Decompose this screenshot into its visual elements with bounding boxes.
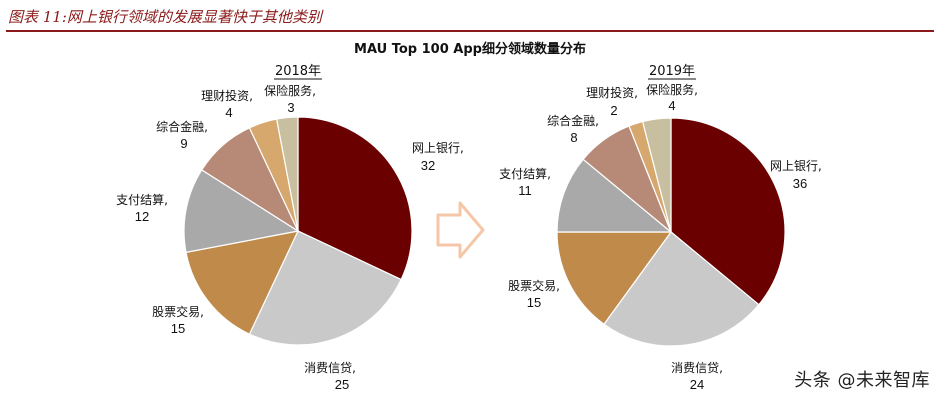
slice-value: 15 xyxy=(171,321,185,336)
slice-label: 消费信贷, xyxy=(671,361,723,375)
watermark: 头条 @未来智库 xyxy=(794,370,930,391)
pie-slice xyxy=(185,230,300,335)
pie-slice xyxy=(670,117,786,306)
slice-label: 网上银行, xyxy=(770,159,822,173)
slice-label: 消费信贷, xyxy=(304,361,356,375)
slice-label: 综合金融, xyxy=(156,119,208,134)
slice-value: 11 xyxy=(518,183,532,198)
pie-slice xyxy=(275,116,299,232)
pie-2: 网上银行,36消费信贷,24股票交易,15支付结算,11综合金融,8理财投资,2… xyxy=(499,64,822,392)
slice-label: 理财投资, xyxy=(201,88,253,103)
slice-value: 32 xyxy=(421,158,435,173)
pie-slice xyxy=(183,169,300,254)
slice-value: 12 xyxy=(135,209,149,224)
slice-label: 保险服务, xyxy=(264,83,316,98)
slice-label: 综合金融, xyxy=(547,113,599,128)
slice-value: 8 xyxy=(570,130,577,145)
figure-title: 图表 11:网上银行领域的发展显著快于其他类别 xyxy=(8,8,322,26)
slice-value: 25 xyxy=(335,377,349,392)
pie-1: 网上银行, 32 消费信贷, 25 股票交易, 15 支付结算, 12 综合金融, 9 理财投资, 4… xyxy=(116,64,464,392)
chart-title: MAU Top 100 App细分领域数量分布 xyxy=(354,42,586,57)
slice-label: 理财投资, xyxy=(586,85,638,100)
pie-slice xyxy=(297,116,413,281)
year-label: 2018年 xyxy=(275,64,321,79)
slice-label: 保险服务, xyxy=(646,82,698,97)
pie-slice xyxy=(603,231,760,347)
slice-label: 股票交易, xyxy=(152,304,204,319)
pie-slice xyxy=(641,117,672,233)
slice-value: 15 xyxy=(527,295,541,310)
slice-value: 3 xyxy=(287,100,294,115)
slice-value: 9 xyxy=(180,136,187,151)
slice-label: 网上银行, xyxy=(412,141,464,155)
slice-value: 24 xyxy=(690,377,704,392)
slice-value: 2 xyxy=(610,103,617,118)
year-label: 2019年 xyxy=(649,64,695,79)
pie-slice xyxy=(556,158,673,233)
slice-value: 4 xyxy=(225,105,232,120)
title-rule xyxy=(6,30,934,32)
slice-label: 支付结算, xyxy=(499,166,551,181)
transition-arrow-icon xyxy=(436,201,485,259)
slice-value: 36 xyxy=(793,176,807,191)
pie-slice xyxy=(248,230,402,346)
slice-label: 股票交易, xyxy=(508,278,560,293)
slice-label: 支付结算, xyxy=(116,192,168,207)
pie-slice xyxy=(556,231,673,326)
slice-value: 4 xyxy=(668,98,675,113)
